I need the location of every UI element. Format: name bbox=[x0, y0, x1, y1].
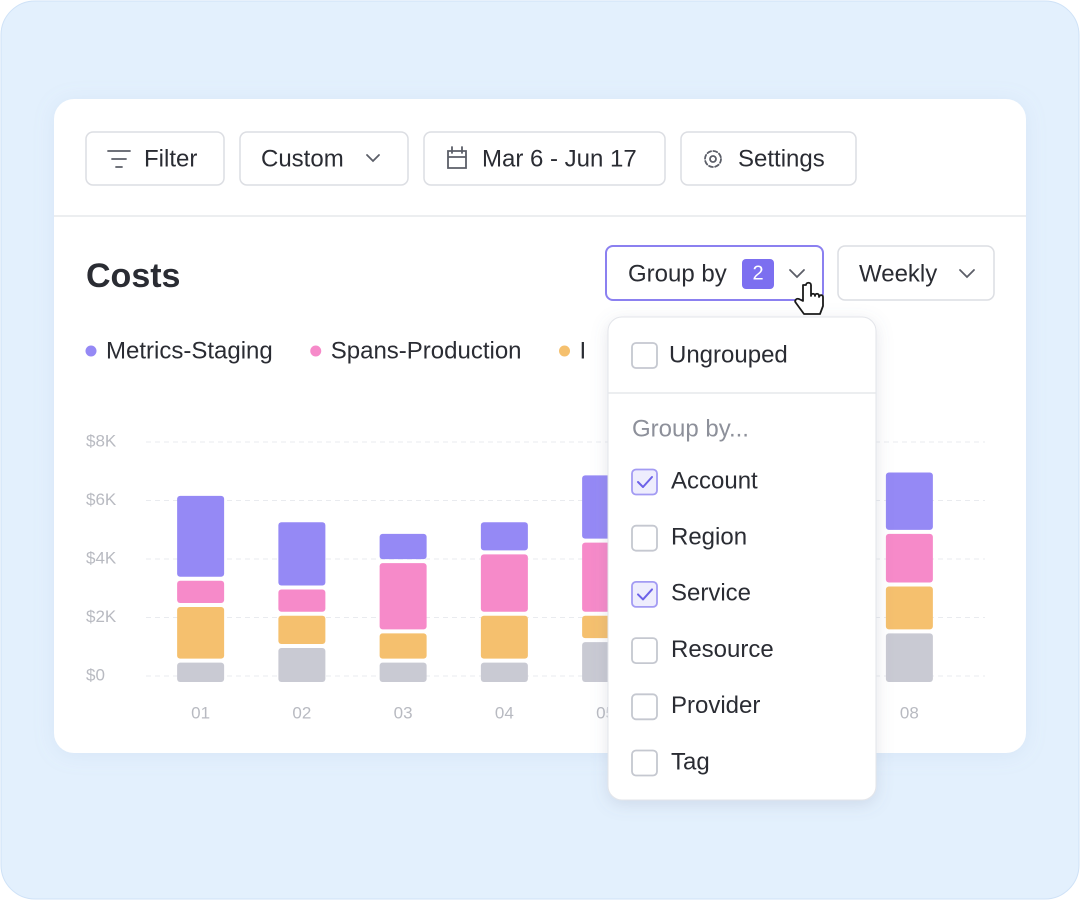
checkmark bbox=[637, 588, 653, 601]
bar-segment bbox=[379, 633, 427, 659]
legend-swatch bbox=[85, 345, 97, 357]
bar-segment bbox=[177, 580, 225, 604]
bar-segment bbox=[278, 522, 326, 586]
button-frame bbox=[85, 131, 225, 186]
group-option[interactable]: Account bbox=[631, 467, 758, 496]
button-label: Group by bbox=[628, 260, 727, 287]
checkmark bbox=[637, 476, 653, 488]
menu-heading: Group by... bbox=[632, 415, 749, 442]
button-label: Filter bbox=[144, 145, 197, 172]
bar-segment bbox=[379, 533, 427, 560]
button-label: Custom bbox=[261, 145, 344, 172]
option-label: Service bbox=[671, 580, 751, 607]
option-label: Tag bbox=[671, 748, 710, 775]
cursor bbox=[794, 281, 824, 315]
y-tick-label: $6K bbox=[86, 490, 117, 509]
bar-segment bbox=[480, 662, 528, 682]
calendar-icon bbox=[447, 146, 467, 169]
button-frame bbox=[239, 131, 409, 186]
bar-segment bbox=[885, 472, 933, 530]
bar-segment bbox=[379, 563, 427, 630]
x-tick-label: 02 bbox=[292, 703, 311, 722]
checkbox bbox=[631, 749, 658, 777]
chevron bbox=[959, 269, 975, 279]
chart-title: Costs bbox=[86, 257, 180, 295]
filter-button[interactable]: Filter bbox=[85, 131, 225, 186]
legend-swatch bbox=[559, 345, 571, 357]
x-tick-label: 04 bbox=[495, 703, 514, 722]
x-tick-label: 08 bbox=[900, 703, 919, 722]
chevron bbox=[366, 154, 380, 163]
button-label: Weekly bbox=[859, 260, 937, 287]
x-tick-label: 03 bbox=[394, 703, 413, 722]
group-option[interactable]: Region bbox=[631, 524, 747, 552]
group-option[interactable]: Tag bbox=[631, 748, 710, 777]
option-label: Region bbox=[671, 524, 747, 551]
button-frame bbox=[837, 245, 995, 301]
bar-segment bbox=[177, 495, 225, 577]
option-label: Provider bbox=[671, 692, 760, 719]
x-tick-label: 01 bbox=[191, 703, 210, 722]
hand-cursor bbox=[794, 281, 824, 315]
legend-label: Spans-Production bbox=[331, 337, 522, 364]
option-label: Account bbox=[671, 467, 758, 494]
y-tick-label: $8K bbox=[86, 431, 117, 450]
checkbox bbox=[631, 637, 658, 664]
button-frame bbox=[423, 131, 666, 186]
bar-segment bbox=[278, 589, 326, 612]
checkbox bbox=[631, 342, 658, 369]
gear-center bbox=[709, 155, 717, 163]
filter-icon bbox=[107, 150, 131, 168]
bar-segment bbox=[885, 533, 933, 583]
bar-segment bbox=[480, 615, 528, 659]
legend-swatch bbox=[310, 345, 322, 357]
menu-panel bbox=[607, 316, 877, 801]
bar-segment bbox=[278, 647, 326, 682]
checkbox bbox=[631, 468, 658, 496]
bar-segment bbox=[379, 662, 427, 682]
bar-segment bbox=[177, 662, 225, 682]
legend-label: Metrics-Staging bbox=[106, 337, 273, 364]
count-label: 2 bbox=[752, 262, 763, 284]
chevron bbox=[789, 269, 805, 279]
bar-segment bbox=[885, 633, 933, 682]
y-tick-label: $2K bbox=[86, 607, 117, 626]
legend-label: I bbox=[580, 337, 587, 364]
checkbox bbox=[631, 524, 658, 552]
group-option[interactable]: Service bbox=[631, 580, 751, 608]
button-label: Mar 6 - Jun 17 bbox=[482, 145, 637, 172]
bar-segment bbox=[480, 522, 528, 551]
bar-segment bbox=[278, 615, 326, 644]
settings-button[interactable]: Settings bbox=[680, 131, 857, 186]
y-tick-label: $4K bbox=[86, 548, 117, 567]
group-option[interactable]: Provider bbox=[631, 692, 760, 721]
group-option[interactable]: Resource bbox=[631, 636, 774, 664]
weekly-button[interactable]: Weekly bbox=[837, 245, 995, 301]
option-label: Resource bbox=[671, 636, 774, 663]
group-by-button[interactable]: Group by 2 bbox=[605, 245, 824, 301]
button-label: Settings bbox=[738, 145, 825, 172]
bar-segment bbox=[177, 607, 225, 659]
option-label: Ungrouped bbox=[669, 341, 788, 368]
group-by-menu: Ungrouped Group by... Account Region Servi… bbox=[607, 316, 877, 801]
date-button[interactable]: Mar 6 - Jun 17 bbox=[423, 131, 666, 186]
checkbox bbox=[631, 693, 658, 721]
checkbox bbox=[631, 581, 658, 608]
gear-icon bbox=[704, 150, 722, 168]
bar-segment bbox=[480, 554, 528, 612]
bar-segment bbox=[885, 586, 933, 630]
count-badge bbox=[742, 259, 774, 289]
custom-button[interactable]: Custom bbox=[239, 131, 409, 186]
ungrouped-option[interactable]: Ungrouped bbox=[631, 341, 788, 369]
y-tick-label: $0 bbox=[86, 665, 105, 684]
button-frame bbox=[680, 131, 857, 186]
